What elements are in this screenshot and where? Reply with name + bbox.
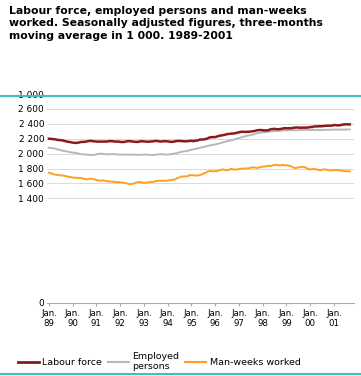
Legend: Labour force, Employed
persons, Man-weeks worked: Labour force, Employed persons, Man-week… (18, 352, 301, 371)
Text: Labour force, employed persons and man-weeks
worked. Seasonally adjusted figures: Labour force, employed persons and man-w… (9, 6, 323, 41)
Text: 1 000: 1 000 (18, 91, 44, 100)
